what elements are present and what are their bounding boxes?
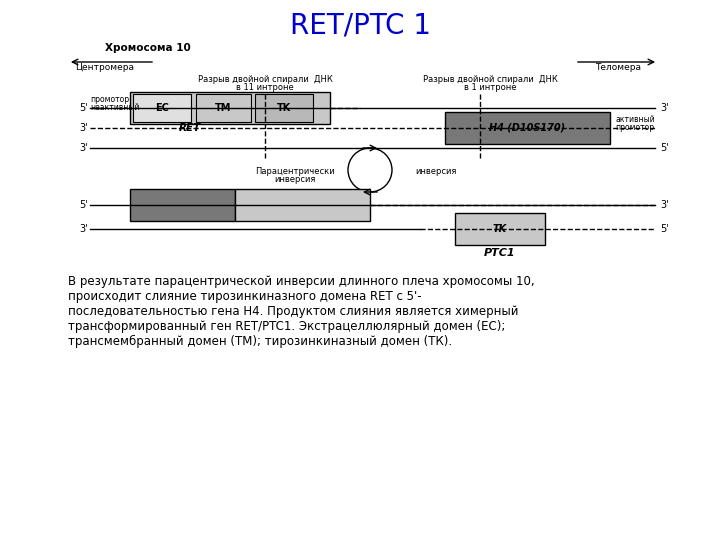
Bar <box>255 94 313 122</box>
Text: неактивный: неактивный <box>90 104 140 112</box>
Text: PTC1: PTC1 <box>484 248 516 258</box>
Bar <box>130 189 235 221</box>
Text: инверсия: инверсия <box>274 174 315 184</box>
Text: 5': 5' <box>660 143 669 153</box>
Text: 3': 3' <box>79 143 88 153</box>
Text: TK: TK <box>277 103 291 113</box>
Bar <box>235 189 370 221</box>
Bar <box>133 94 191 122</box>
Text: активный: активный <box>615 116 654 125</box>
Text: 5': 5' <box>79 200 88 210</box>
Text: В результате парацентрической инверсии длинного плеча хромосомы 10,
происходит с: В результате парацентрической инверсии д… <box>68 275 535 348</box>
Text: Парацентрически: Парацентрически <box>255 167 335 177</box>
Text: TK: TK <box>493 224 507 234</box>
Bar <box>445 112 610 144</box>
Text: Центромера: Центромера <box>76 63 135 71</box>
Text: EC: EC <box>155 103 169 113</box>
Text: Хромосома 10: Хромосома 10 <box>105 43 191 53</box>
Text: Разрыв двойной спирали  ДНК: Разрыв двойной спирали ДНК <box>197 75 333 84</box>
Text: 3': 3' <box>79 123 88 133</box>
Text: RET: RET <box>179 123 201 133</box>
Bar <box>130 92 330 124</box>
Text: в 11 интроне: в 11 интроне <box>236 83 294 91</box>
Text: в 1 интроне: в 1 интроне <box>464 83 516 91</box>
Text: промотор: промотор <box>90 96 129 105</box>
Bar <box>455 213 545 245</box>
Text: 5': 5' <box>79 103 88 113</box>
Text: Разрыв двойной спирали  ДНК: Разрыв двойной спирали ДНК <box>423 75 557 84</box>
Text: H4 (D10S170): H4 (D10S170) <box>489 123 565 133</box>
Text: промотор: промотор <box>615 124 654 132</box>
Text: TM: TM <box>215 103 231 113</box>
Text: Теломера: Теломера <box>595 63 641 71</box>
Text: 3': 3' <box>79 224 88 234</box>
Text: 5': 5' <box>660 224 669 234</box>
Bar <box>196 94 251 122</box>
Text: инверсия: инверсия <box>415 167 456 177</box>
Text: RET/PTC 1: RET/PTC 1 <box>289 11 431 39</box>
Text: 3': 3' <box>660 200 669 210</box>
Text: 3': 3' <box>660 103 669 113</box>
